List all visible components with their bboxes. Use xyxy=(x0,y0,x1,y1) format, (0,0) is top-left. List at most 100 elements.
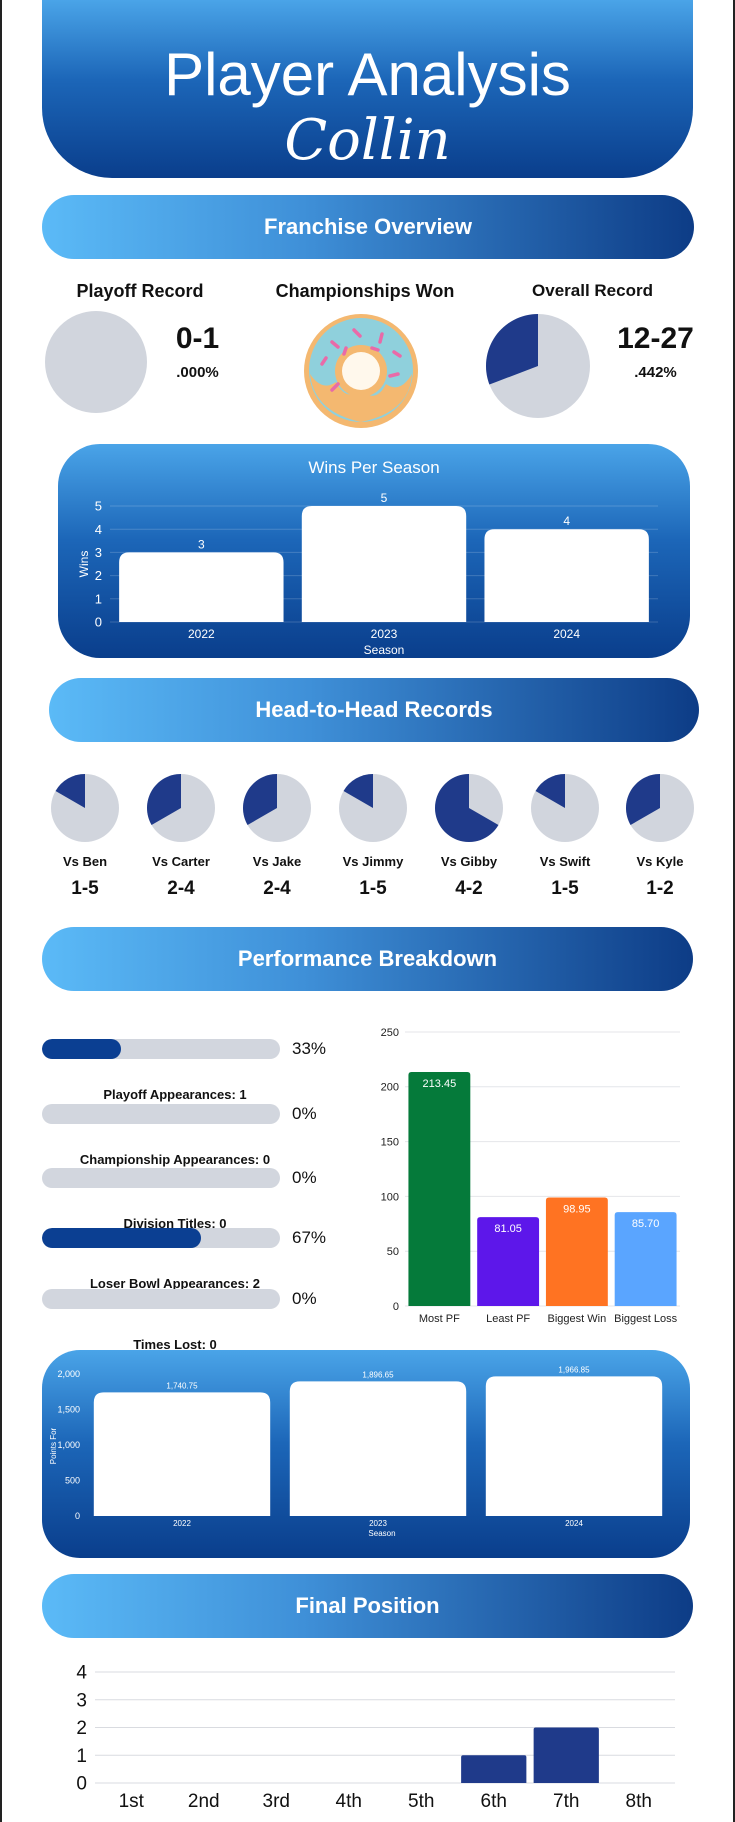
data-label: 213.45 xyxy=(423,1078,457,1090)
x-tick-label: Most PF xyxy=(419,1313,460,1325)
x-tick-label: 3rd xyxy=(263,1791,290,1812)
h2h-pie xyxy=(626,774,694,842)
h2h-pie-wins xyxy=(435,774,499,842)
y-tick-label: 0 xyxy=(393,1301,399,1313)
bar xyxy=(461,1755,527,1783)
h2h-record: 1-2 xyxy=(646,878,674,899)
section-header-performance: Performance Breakdown xyxy=(42,927,693,991)
progress-bar xyxy=(42,1228,280,1248)
progress-label: Championship Appearances: 0 xyxy=(79,1152,271,1167)
h2h-pie xyxy=(147,774,215,842)
y-tick-label: 5 xyxy=(95,499,102,514)
section-header-franchise: Franchise Overview xyxy=(42,195,694,259)
progress-label: Division Titles: 0 xyxy=(123,1216,227,1231)
y-axis-title: Points For xyxy=(49,1427,58,1464)
h2h-record: 1-5 xyxy=(71,878,99,899)
data-label: 81.05 xyxy=(494,1223,522,1235)
progress-bar xyxy=(42,1289,280,1309)
data-label: 5 xyxy=(381,491,388,505)
h2h-opponent-label: Vs Kyle xyxy=(636,854,684,869)
y-tick-label: 1,500 xyxy=(57,1405,80,1415)
h2h-record: 4-2 xyxy=(455,878,483,899)
progress-bar-fill xyxy=(42,1228,202,1248)
y-tick-label: 4 xyxy=(95,522,102,537)
progress-list: 33% Playoff Appearances: 1 0% Championship … xyxy=(0,1025,360,1352)
data-label: 1,740.75 xyxy=(166,1381,198,1390)
progress-label: Loser Bowl Appearances: 2 xyxy=(89,1276,260,1291)
x-tick-label: Biggest Loss xyxy=(614,1313,677,1325)
h2h-opponent-label: Vs Swift xyxy=(539,854,591,869)
x-tick-label: 7th xyxy=(553,1791,579,1812)
points-for-chart: 0 500 1,000 1,500 2,000 1,740.75 2022 1,896.65 2… xyxy=(49,1365,663,1538)
points-breakdown-chart: 0 50 100 150 200 250 213.45 Most PF 81.05 Least P… xyxy=(381,1027,680,1325)
data-label: 4 xyxy=(563,514,570,528)
progress-bar xyxy=(42,1104,280,1124)
x-tick-label: Least PF xyxy=(486,1313,530,1325)
h2h-pie xyxy=(243,774,311,842)
donut-icon xyxy=(304,314,418,428)
h2h-item: Vs Swift 1-5 xyxy=(517,770,613,910)
chart-title: Wins Per Season xyxy=(308,458,439,477)
bar xyxy=(477,1217,540,1306)
h2h-record: 2-4 xyxy=(167,878,195,899)
overall-record-pct: .442% xyxy=(634,364,677,381)
bar xyxy=(408,1072,471,1306)
overall-record-value: 12-27 xyxy=(617,322,694,355)
h2h-record: 1-5 xyxy=(359,878,387,899)
section-header-final: Final Position xyxy=(42,1574,693,1638)
h2h-opponent-label: Vs Jake xyxy=(252,854,302,869)
playoff-record-value: 0-1 xyxy=(175,322,220,355)
h2h-item: Vs Jake 2-4 xyxy=(229,770,325,910)
x-tick-label: 2022 xyxy=(188,627,215,641)
progress-percent: 0% xyxy=(292,1104,317,1123)
y-tick-label: 2 xyxy=(95,568,102,583)
h2h-item: Vs Ben 1-5 xyxy=(37,770,133,910)
x-tick-label: Biggest Win xyxy=(548,1313,607,1325)
progress-bar xyxy=(42,1039,280,1059)
h2h-record: 2-4 xyxy=(263,878,291,899)
championships-label: Championships Won xyxy=(275,281,455,301)
h2h-pie xyxy=(435,774,503,842)
x-tick-label: 5th xyxy=(408,1791,434,1812)
x-tick-label: 4th xyxy=(336,1791,362,1812)
playoff-record-pct: .000% xyxy=(176,364,219,381)
h2h-pie-wins xyxy=(243,774,277,825)
h2h-pie-wins xyxy=(55,774,85,808)
page-title: Player Analysis xyxy=(164,41,571,108)
x-tick-label: 2nd xyxy=(188,1791,220,1812)
x-tick-label: 1st xyxy=(119,1791,145,1812)
progress-percent: 0% xyxy=(292,1168,317,1187)
h2h-opponent-label: Vs Ben xyxy=(62,854,108,869)
y-tick-label: 1 xyxy=(76,1746,87,1767)
y-axis-title: Wins xyxy=(77,551,91,578)
h2h-pie-wins xyxy=(147,774,181,825)
bar xyxy=(119,552,284,622)
h2h-opponent-label: Vs Gibby xyxy=(440,854,498,869)
y-tick-label: 2,000 xyxy=(57,1369,80,1379)
y-tick-label: 200 xyxy=(381,1082,399,1094)
y-tick-label: 0 xyxy=(95,615,102,630)
x-tick-label: 2023 xyxy=(371,627,398,641)
progress-percent: 67% xyxy=(292,1228,327,1247)
h2h-pie xyxy=(531,774,599,842)
progress-label: Times Lost: 0 xyxy=(133,1337,217,1352)
overall-record-label: Overall Record xyxy=(532,281,653,300)
progress-label: Playoff Appearances: 1 xyxy=(103,1087,247,1102)
y-tick-label: 1,000 xyxy=(57,1440,80,1450)
h2h-item: Vs Kyle 1-2 xyxy=(612,770,708,910)
progress-bar xyxy=(42,1168,280,1188)
h2h-pie xyxy=(339,774,407,842)
h2h-pie-wins xyxy=(626,774,660,825)
progress-percent: 33% xyxy=(292,1039,327,1058)
data-label: 1,896.65 xyxy=(362,1370,394,1379)
data-label: 3 xyxy=(198,537,205,551)
y-tick-label: 0 xyxy=(75,1511,80,1521)
data-label: 85.70 xyxy=(632,1218,660,1230)
x-tick-label: 2024 xyxy=(553,627,580,641)
bar xyxy=(614,1212,677,1306)
h2h-item: Vs Carter 2-4 xyxy=(133,770,229,910)
overall-record-pie xyxy=(486,314,590,418)
bar xyxy=(301,506,467,622)
y-tick-label: 3 xyxy=(95,545,102,560)
h2h-pie-wins xyxy=(535,774,565,808)
